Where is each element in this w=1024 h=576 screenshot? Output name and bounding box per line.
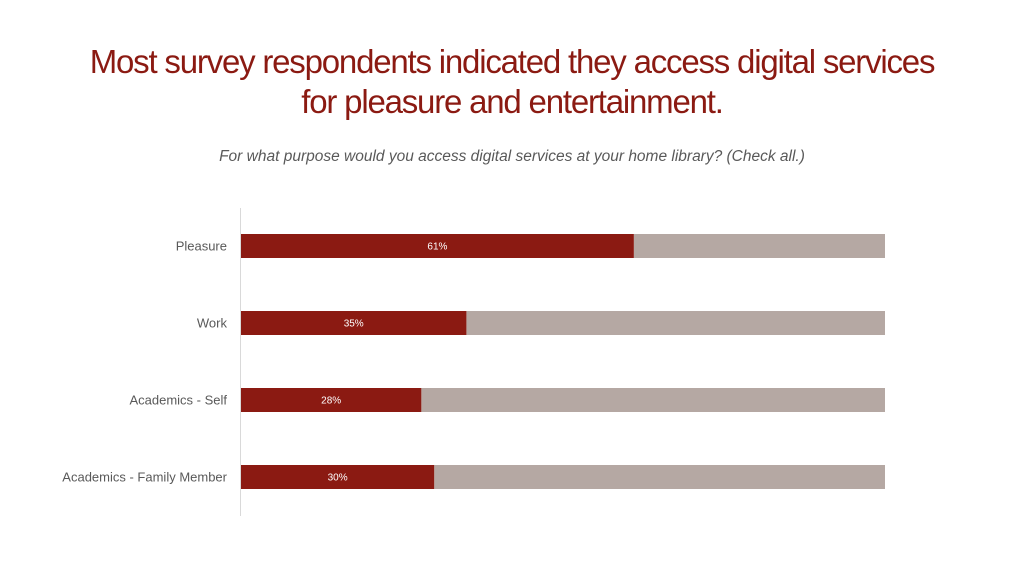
chart-subtitle: For what purpose would you access digita… xyxy=(219,148,805,165)
value-label-pleasure: 61% xyxy=(427,242,447,253)
value-label-academics-self: 28% xyxy=(321,396,341,407)
bar-remainder-pleasure xyxy=(633,234,885,258)
category-label-academics-self: Academics - Self xyxy=(129,393,227,408)
value-label-academics-family-member: 30% xyxy=(328,473,348,484)
bar-academics-self xyxy=(241,388,422,412)
chart-title: Most survey respondents indicated they a… xyxy=(40,42,984,122)
chart-title-line-1: Most survey respondents indicated they a… xyxy=(89,43,936,80)
bar-academics-family-member xyxy=(241,465,435,489)
bar-pleasure xyxy=(241,234,634,258)
bar-work xyxy=(241,311,467,335)
chart-title-line-2: for pleasure and entertainment. xyxy=(301,83,724,120)
bar-remainder-academics-family-member xyxy=(434,465,885,489)
category-label-pleasure: Pleasure xyxy=(176,239,227,254)
bar-remainder-work xyxy=(466,311,885,335)
category-label-academics-family-member: Academics - Family Member xyxy=(62,470,227,485)
bar-remainder-academics-self xyxy=(421,388,885,412)
category-label-work: Work xyxy=(197,316,228,331)
value-label-work: 35% xyxy=(344,319,364,330)
